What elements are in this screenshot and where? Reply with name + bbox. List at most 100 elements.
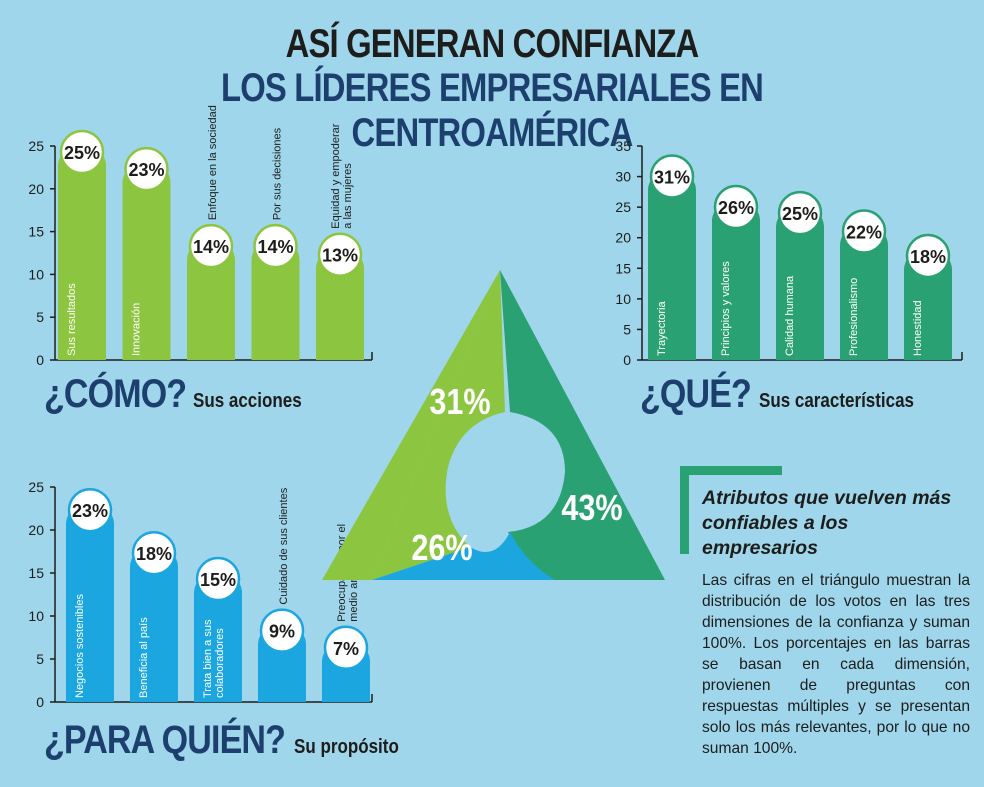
value-bubble (195, 556, 241, 602)
y-tick-label: 20 (28, 522, 44, 538)
category-label: Enfoque en la sociedad (207, 105, 219, 220)
bar (251, 238, 300, 360)
data-label: 18% (136, 544, 172, 564)
bar (130, 545, 178, 702)
bar (194, 571, 243, 702)
bar (840, 223, 888, 360)
y-tick-label: 25 (28, 138, 44, 154)
data-label: 14% (193, 237, 229, 257)
bar (316, 247, 364, 360)
category-label: a las mujeres (342, 163, 354, 229)
value-bubble (841, 209, 887, 254)
category-label: Trayectoria (656, 301, 668, 356)
section-para-quien-question: ¿PARA QUIÉN? (44, 718, 286, 762)
category-label: Innovación (131, 303, 143, 356)
y-tick-label: 0 (36, 352, 44, 368)
bar (712, 199, 760, 360)
section-como-question: ¿CÓMO? (44, 372, 187, 416)
sidebar-title: Atributos que vuelven más confiables a l… (702, 487, 952, 559)
value-bubble (124, 146, 169, 192)
y-tick-label: 15 (28, 565, 44, 581)
y-tick-label: 15 (615, 260, 631, 276)
y-tick-label: 15 (28, 224, 44, 240)
value-bubble (188, 223, 234, 269)
section-que-subtitle: Sus características (758, 390, 914, 412)
data-label: 26% (718, 198, 754, 218)
y-tick-label: 5 (36, 651, 44, 667)
bar (66, 502, 114, 702)
data-label: 25% (64, 143, 100, 163)
category-label: Sus resultados (66, 283, 78, 356)
bar (776, 205, 824, 360)
y-tick-label: 30 (615, 169, 631, 185)
triangle-gap-light (322, 270, 500, 580)
category-label: Cuidado de sus clientes (278, 487, 290, 604)
value-bubble (67, 487, 113, 533)
y-tick-label: 5 (623, 321, 631, 337)
category-label: Calidad humana (784, 275, 796, 356)
y-tick-label: 20 (615, 230, 631, 246)
distribution-triangle: 31% 43% 26% (322, 270, 665, 580)
value-bubble (713, 184, 759, 230)
value-bubble (323, 625, 369, 671)
bar (648, 168, 696, 360)
bar (58, 144, 106, 360)
data-label: 31% (654, 167, 690, 187)
section-como: ¿CÓMO? Sus acciones (44, 372, 321, 417)
value-bubble (777, 190, 823, 236)
data-label: 22% (846, 222, 882, 242)
main-subtitle: LOS LÍDERES EMPRESARIALES EN CENTROAMÉRI… (220, 66, 764, 155)
section-para-quien-subtitle: Su propósito (293, 736, 399, 758)
y-tick-label: 0 (623, 352, 631, 368)
triangle-segment-para-quien (322, 532, 555, 580)
triangle-segment-que (500, 270, 665, 580)
section-como-subtitle: Sus acciones (193, 390, 302, 412)
main-title: ASÍ GENERAN CONFIANZA (285, 22, 700, 66)
y-tick-label: 10 (28, 266, 44, 282)
data-label: 15% (200, 570, 236, 590)
category-label: Equidad y empoderar (330, 123, 342, 229)
value-bubble (59, 129, 105, 175)
category-label: Principios y valores (720, 261, 732, 356)
y-tick-label: 0 (36, 694, 44, 710)
category-label: Profesionalismo (848, 278, 860, 356)
triangle-segment-como (372, 270, 505, 580)
triangle-label-para-quien: 26% (411, 529, 472, 569)
value-bubble (253, 223, 298, 269)
value-bubble (905, 233, 951, 279)
data-label: 14% (257, 237, 293, 257)
value-bubble (649, 154, 695, 199)
category-label: Beneficia al país (138, 617, 150, 698)
y-tick-label: 25 (615, 199, 631, 215)
bar (904, 248, 952, 360)
value-bubble (131, 530, 177, 576)
sidebar-text: Las cifras en el triángulo muestran la d… (702, 572, 970, 757)
data-label: 25% (782, 204, 818, 224)
data-label: 9% (269, 622, 295, 642)
triangle-label-como: 31% (429, 383, 490, 423)
bar (187, 238, 235, 360)
data-label: 18% (910, 247, 946, 267)
category-label: colaboradores (214, 628, 226, 698)
y-tick-label: 25 (28, 479, 44, 495)
y-tick-label: 20 (28, 181, 44, 197)
data-label: 23% (72, 501, 108, 521)
value-bubble (317, 232, 363, 277)
data-label: 23% (128, 160, 164, 180)
category-label: Honestidad (912, 300, 924, 356)
category-label: Por sus decisiones (272, 127, 284, 220)
section-que-question: ¿QUÉ? (640, 372, 752, 416)
data-label: 7% (333, 639, 359, 659)
value-bubble (259, 608, 305, 653)
category-label: Negocios sostenibles (74, 594, 86, 698)
sidebar-accent (680, 466, 782, 554)
triangle-label-que: 43% (561, 489, 622, 529)
bar (122, 161, 171, 360)
y-tick-label: 10 (615, 291, 631, 307)
y-tick-label: 10 (28, 608, 44, 624)
